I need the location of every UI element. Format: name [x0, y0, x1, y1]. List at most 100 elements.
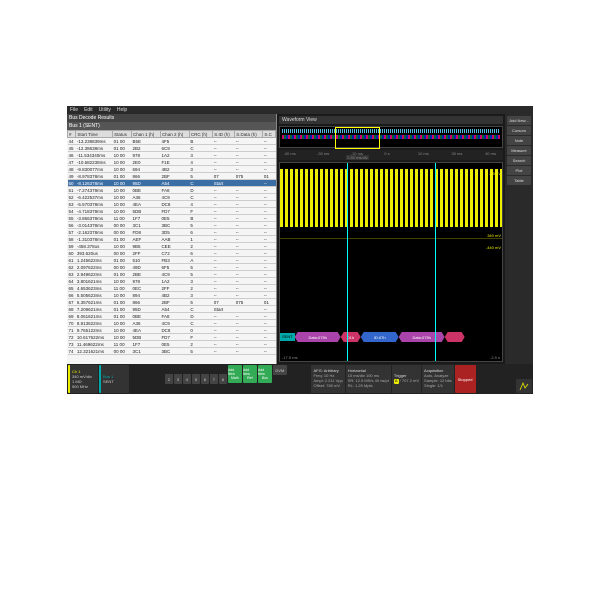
cursor-a[interactable]: [347, 163, 348, 361]
main-waveform[interactable]: 2.54 V 340 mV -440 mV SENT Data:075h01hI…: [279, 162, 503, 362]
measure-button[interactable]: Measure: [507, 146, 531, 155]
channel-btn-5[interactable]: 5: [192, 374, 200, 384]
table-row[interactable]: 611.245622ms01 00510FB3A------: [68, 257, 276, 264]
table-row[interactable]: 676.357621ms01 008662BF50707501: [68, 299, 276, 306]
table-row[interactable]: 56-3.014378ms00 003C13BC5------: [68, 222, 276, 229]
menubar: File Edit Utility Help: [67, 106, 533, 114]
decode-block[interactable]: Data:075h: [295, 332, 341, 342]
col-header[interactable]: Status: [113, 131, 132, 138]
table-row[interactable]: 44-13.238839ms01 00B5E4F5B------: [68, 138, 276, 145]
col-header[interactable]: S.Data (h): [235, 131, 263, 138]
add-math-button[interactable]: Add NewMath: [228, 365, 242, 383]
sent-tag[interactable]: SENT: [280, 333, 295, 341]
add-new-button[interactable]: Add New...: [507, 116, 531, 125]
table-button[interactable]: Table: [507, 176, 531, 185]
bus-label[interactable]: Bus 1 (SENT): [67, 122, 276, 130]
table-row[interactable]: 643.801621ms10 009781A23------: [68, 278, 276, 285]
channel-btn-8[interactable]: 8: [219, 374, 227, 384]
run-state-badge[interactable]: Stopped: [455, 365, 476, 393]
oscilloscope-app: File Edit Utility Help Bus Decode Result…: [67, 106, 533, 394]
waveform-title: Waveform View: [279, 116, 503, 124]
bottom-bar: Ch 1 340 mV/div 1 MΩ 500 MHz Bus 1 SENT …: [67, 364, 533, 394]
menu-utility[interactable]: Utility: [99, 107, 111, 113]
table-row[interactable]: 698.061621ms01 000BEFA8D------: [68, 313, 276, 320]
digital-pulses: [280, 169, 502, 227]
table-row[interactable]: 55-3.866378ms11 001F70E5B------: [68, 215, 276, 222]
table-row[interactable]: 60393.620us00 002FFC726------: [68, 250, 276, 257]
decode-block[interactable]: [445, 332, 465, 342]
overview-strip[interactable]: [279, 126, 503, 148]
timeline: -40 ms-30 ms-10 ms0 s10 ms30 ms40 ms2.50…: [279, 150, 503, 160]
cursor-b[interactable]: [435, 163, 436, 361]
table-row[interactable]: 58-1.310378ms01 00AEFAAB1------: [68, 236, 276, 243]
table-row[interactable]: 708.913622ms10 00A364C9C------: [68, 320, 276, 327]
table-row[interactable]: 7412.321621ms00 003C13BC5------: [68, 348, 276, 355]
right-panel: Waveform View -40 ms-30 ms-10 ms0 s10 ms…: [277, 114, 533, 364]
table-row[interactable]: 54-4.718378ms10 005DBFD7F------: [68, 208, 276, 215]
table-row[interactable]: 632.949622ms01 002BE4C95------: [68, 271, 276, 278]
bus1-badge[interactable]: Bus 1 SENT: [99, 365, 129, 393]
table-row[interactable]: 52-6.422537ms10 00A364C9C------: [68, 194, 276, 201]
zoom-region[interactable]: [335, 127, 380, 149]
cursors-button[interactable]: Cursors: [507, 126, 531, 135]
table-row[interactable]: 7210.617622ms10 005DBFD7F------: [68, 334, 276, 341]
decode-block[interactable]: Data:075h: [399, 332, 445, 342]
waveform-view: Waveform View -40 ms-30 ms-10 ms0 s10 ms…: [277, 114, 505, 364]
horizontal-info[interactable]: Horizontal 10 ms/div 100 ms SR: 12.5 MS/…: [346, 365, 391, 393]
acquisition-info[interactable]: Acquisition Auto, Analyze Sample: 12 bit…: [422, 365, 454, 393]
col-header[interactable]: Chan 1 (h): [131, 131, 160, 138]
col-header[interactable]: Start Time: [76, 131, 113, 138]
col-header[interactable]: S.ID (h): [213, 131, 235, 138]
decode-block[interactable]: ID:07h: [361, 332, 399, 342]
channel-btn-7[interactable]: 7: [210, 374, 218, 384]
channel-btn-4[interactable]: 4: [183, 374, 191, 384]
menu-file[interactable]: File: [70, 107, 78, 113]
table-row[interactable]: 654.653623ms11 000EC2FF2------: [68, 285, 276, 292]
decode-table-wrap: #Start TimeStatusChan 1 (h)Chan 2 (h)CRC…: [67, 130, 276, 364]
channel-number-buttons: 2345678: [165, 365, 227, 393]
note-button[interactable]: Note: [507, 136, 531, 145]
table-row[interactable]: 47-10.682238ms10 002E0F1E4------: [68, 159, 276, 166]
add-ref-button[interactable]: Add NewRef: [243, 365, 257, 383]
v-bot-label: -440 mV: [486, 245, 501, 250]
table-row[interactable]: 46-11.534340ms10 009781A23------: [68, 152, 276, 159]
bus-decode-panel: Bus Decode Results Bus 1 (SENT) #Start T…: [67, 114, 277, 364]
trigger-info[interactable]: Trigger A / 707.2 mV: [392, 365, 421, 393]
table-row[interactable]: 59-458.378us10 009B5CEE2------: [68, 243, 276, 250]
time-hi: -2.5 s: [490, 355, 500, 360]
search-button[interactable]: Search: [507, 156, 531, 165]
decode-table: #Start TimeStatusChan 1 (h)Chan 2 (h)CRC…: [67, 130, 276, 355]
decode-block[interactable]: 01h: [341, 332, 361, 342]
table-row[interactable]: 687.209621ms01 0095DA54CStart--: [68, 306, 276, 313]
col-header[interactable]: CRC (h): [189, 131, 212, 138]
menu-help[interactable]: Help: [117, 107, 127, 113]
menu-edit[interactable]: Edit: [84, 107, 93, 113]
time-lo: -17.5 ms: [282, 355, 298, 360]
add-bus-button[interactable]: Add NewBus: [258, 365, 272, 383]
decode-title: Bus Decode Results: [67, 114, 276, 122]
table-row[interactable]: 719.765122ms10 004EADC80------: [68, 327, 276, 334]
table-row[interactable]: 57-2.162378ms00 00FD83D56------: [68, 229, 276, 236]
channel-btn-2[interactable]: 2: [165, 374, 173, 384]
afg-info[interactable]: AFG: Arbitrary Freq: 10 Hz Ampl: 2.211 V…: [311, 365, 344, 393]
table-row[interactable]: 53-5.570378ms10 004EADC84------: [68, 201, 276, 208]
plot-button[interactable]: Plot: [507, 166, 531, 175]
table-row[interactable]: 50-8.126378ms10 0095DA54CStart--: [68, 180, 276, 187]
col-header[interactable]: Chan 2 (h): [160, 131, 189, 138]
table-row[interactable]: 665.505623ms10 008944B23------: [68, 292, 276, 299]
channel-btn-3[interactable]: 3: [174, 374, 182, 384]
table-row[interactable]: 49-8.978378ms01 008662BF50707501: [68, 173, 276, 180]
ch1-badge[interactable]: Ch 1 340 mV/div 1 MΩ 500 MHz: [68, 365, 98, 393]
col-header[interactable]: #: [68, 131, 76, 138]
table-row[interactable]: 51-7.274378ms10 000BEFA8D------: [68, 187, 276, 194]
dvm-button[interactable]: DVM: [273, 365, 287, 375]
sent-decode-row: SENT Data:075h01hID:07hData:075h: [280, 331, 502, 343]
side-button-panel: Add New... Cursors Note Measure Search P…: [505, 114, 533, 364]
table-row[interactable]: 7311.469622ms11 001F70E52------: [68, 341, 276, 348]
table-row[interactable]: 45-12.38638ms01 002B26C9C------: [68, 145, 276, 152]
channel-btn-6[interactable]: 6: [201, 374, 209, 384]
table-row[interactable]: 622.097622ms00 0049D6F55------: [68, 264, 276, 271]
table-row[interactable]: 48-9.830077ms10 006944B23------: [68, 166, 276, 173]
col-header[interactable]: S.C: [263, 131, 276, 138]
v-top-label: 2.54 V: [489, 171, 501, 176]
